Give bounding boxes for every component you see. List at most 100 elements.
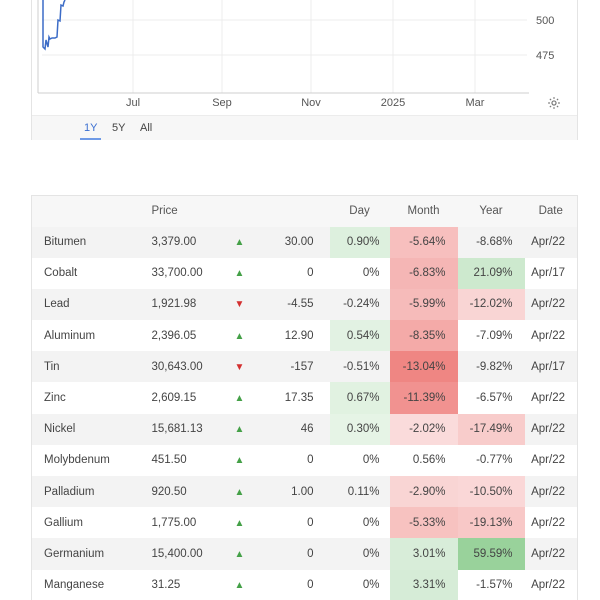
- commodity-name[interactable]: Tin: [31, 351, 138, 383]
- table-row[interactable]: Aluminum 2,396.05 ▲ 12.90 0.54% -8.35% -7.09% A…: [32, 320, 578, 352]
- x-tick-label: Jul: [125, 97, 141, 109]
- header-change[interactable]: [259, 195, 330, 227]
- month-change: 0.56%: [412, 454, 446, 467]
- table-row[interactable]: Molybdenum 451.50 ▲ 0 0% 0.56% -0.77% Apr/22: [32, 445, 578, 476]
- change-value: 0: [307, 454, 314, 467]
- header-name[interactable]: [31, 195, 138, 227]
- date-value: Apr/22: [524, 226, 578, 258]
- table-row[interactable]: Lead 1,921.98 ▼ -4.55 -0.24% -5.99% -12.02% Apr…: [31, 288, 578, 321]
- year-change: -0.77%: [476, 454, 513, 467]
- table-header-row: Price Day Month Year Date: [31, 195, 578, 227]
- table-row[interactable]: Bitumen 3,379.00 ▲ 30.00 0.90% -5.64% -8.68% Ap…: [31, 226, 578, 258]
- commodity-name[interactable]: Zinc: [44, 392, 66, 405]
- day-change: 0%: [362, 267, 380, 280]
- header-year[interactable]: Year: [457, 195, 525, 227]
- day-change: 0%: [362, 516, 380, 529]
- month-change: 3.31%: [389, 569, 458, 600]
- commodity-name[interactable]: Nickel: [31, 413, 138, 445]
- table-row[interactable]: Palladium 920.50 ▲ 1.00 0.11% -2.90% -10.50% Ap…: [31, 476, 578, 508]
- price-line: [42, 0, 66, 51]
- commodity-name[interactable]: Molybdenum: [44, 454, 110, 467]
- header-date[interactable]: Date: [524, 195, 578, 227]
- change-value: 30.00: [259, 226, 330, 258]
- header-day[interactable]: Day: [329, 195, 390, 227]
- triangle-up-icon: ▲: [234, 455, 245, 467]
- table-row[interactable]: Tin 30,643.00 ▼ -157 -0.51% -13.04% -9.82% Apr/…: [31, 351, 578, 383]
- commodity-name[interactable]: Germanium: [31, 538, 138, 570]
- price-chart-card: Jul Sep Nov 2025 Mar 500 475 1Y 5Y All: [31, 0, 578, 140]
- gear-icon[interactable]: [547, 96, 561, 110]
- commodity-name[interactable]: Lead: [31, 288, 138, 321]
- date-value: Apr/22: [531, 454, 565, 467]
- date-value: Apr/22: [531, 578, 565, 591]
- chart-grid: [42, 0, 527, 94]
- day-change: 0.11%: [329, 476, 390, 508]
- price-value: 451.50: [151, 454, 187, 467]
- month-change: -2.90%: [389, 476, 458, 508]
- date-value: Apr/22: [524, 538, 578, 570]
- day-change: 0%: [362, 578, 380, 591]
- month-change: -5.33%: [389, 507, 458, 539]
- commodity-name[interactable]: Gallium: [44, 516, 83, 529]
- price-value: 15,681.13: [137, 413, 220, 445]
- commodities-table: Price Day Month Year Date Bitumen 3,379.0…: [31, 195, 578, 600]
- commodity-name[interactable]: Palladium: [31, 476, 138, 508]
- triangle-up-icon: ▲: [234, 393, 245, 405]
- period-1y[interactable]: 1Y: [79, 122, 103, 140]
- change-value: 0: [307, 578, 314, 591]
- x-tick-label: 2025: [380, 97, 406, 109]
- change-value: 0: [307, 267, 314, 280]
- month-change: -11.39%: [389, 382, 458, 414]
- table-row[interactable]: Cobalt 33,700.00 ▲ 0 0% -6.83% 21.09% Apr/17: [32, 257, 578, 289]
- day-change: 0%: [329, 538, 390, 570]
- price-value: 2,609.15: [151, 392, 197, 405]
- price-value: 1,921.98: [137, 288, 220, 321]
- table-row[interactable]: Manganese 31.25 ▲ 0 0% 3.31% -1.57% Apr/22: [32, 569, 578, 600]
- year-change: 21.09%: [457, 257, 525, 289]
- header-month[interactable]: Month: [389, 195, 458, 227]
- change-value: 17.35: [284, 392, 314, 405]
- commodity-name[interactable]: Cobalt: [44, 267, 78, 280]
- commodity-name[interactable]: Bitumen: [31, 226, 138, 258]
- table-row[interactable]: Gallium 1,775.00 ▲ 0 0% -5.33% -19.13% Apr/22: [32, 507, 578, 539]
- date-value: Apr/22: [524, 413, 578, 445]
- day-change: 0%: [362, 454, 380, 467]
- table-row[interactable]: Germanium 15,400.00 ▲ 0 0% 3.01% 59.59% Apr/22: [31, 538, 578, 570]
- triangle-up-icon: ▲: [219, 476, 260, 508]
- change-value: 1.00: [259, 476, 330, 508]
- x-tick-label: Mar: [465, 97, 485, 109]
- price-value: 15,400.00: [137, 538, 220, 570]
- change-value: 0: [307, 516, 314, 529]
- price-value: 31.25: [151, 578, 181, 591]
- commodity-name[interactable]: Manganese: [44, 578, 105, 591]
- month-change: -13.04%: [389, 351, 458, 383]
- change-value: 0: [259, 538, 330, 570]
- month-change: -2.02%: [389, 413, 458, 445]
- year-change: 59.59%: [457, 538, 525, 570]
- triangle-up-icon: ▲: [219, 226, 260, 258]
- day-change: -0.51%: [329, 351, 390, 383]
- day-change: -0.24%: [329, 288, 390, 321]
- date-value: Apr/17: [524, 351, 578, 383]
- table-row[interactable]: Nickel 15,681.13 ▲ 46 0.30% -2.02% -17.49% Apr/…: [31, 413, 578, 445]
- triangle-up-icon: ▲: [234, 268, 245, 280]
- change-value: -157: [259, 351, 330, 383]
- year-change: -8.68%: [457, 226, 525, 258]
- commodity-name[interactable]: Aluminum: [44, 329, 96, 342]
- year-change: -9.82%: [457, 351, 525, 383]
- period-5y[interactable]: 5Y: [112, 122, 126, 134]
- header-arrow: [219, 195, 260, 227]
- table-row[interactable]: Zinc 2,609.15 ▲ 17.35 0.67% -11.39% -6.57% Apr/…: [32, 382, 578, 414]
- triangle-up-icon: ▲: [234, 330, 245, 342]
- month-change: -8.35%: [389, 320, 458, 352]
- triangle-up-icon: ▲: [219, 413, 260, 445]
- price-value: 1,775.00: [151, 516, 197, 529]
- y-tick-label: 475: [536, 50, 555, 62]
- period-all[interactable]: All: [140, 122, 153, 134]
- month-change: 3.01%: [389, 538, 458, 570]
- date-value: Apr/22: [531, 392, 565, 405]
- header-price[interactable]: Price: [137, 195, 220, 227]
- year-change: -7.09%: [476, 329, 513, 342]
- triangle-down-icon: ▼: [219, 288, 260, 321]
- price-value: 33,700.00: [151, 267, 203, 280]
